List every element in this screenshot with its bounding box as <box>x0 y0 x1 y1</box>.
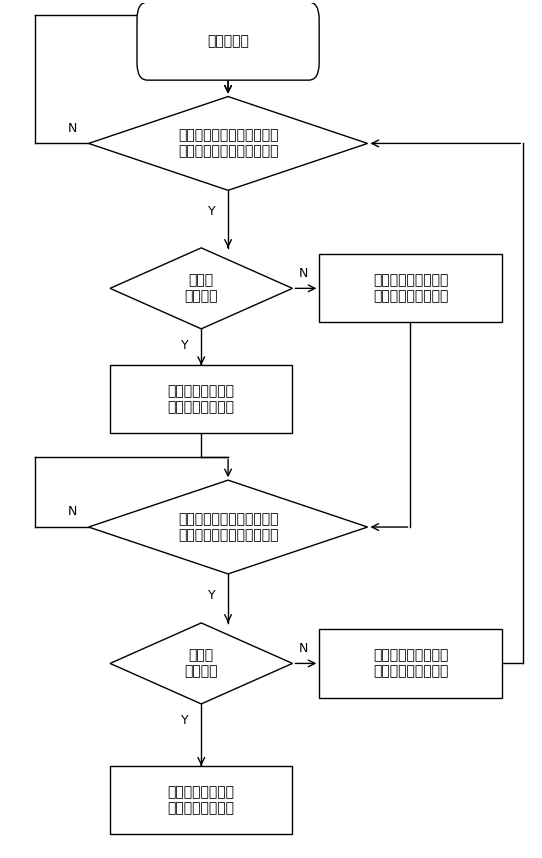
Text: Y: Y <box>208 589 216 601</box>
Text: 发动机
功率减小: 发动机 功率减小 <box>184 649 218 679</box>
Polygon shape <box>110 248 293 329</box>
Text: N: N <box>68 505 77 518</box>
Text: N: N <box>299 642 308 655</box>
Text: 保持电磁风扇离合器
吸合温度设定値不变: 保持电磁风扇离合器 吸合温度设定値不变 <box>373 273 448 304</box>
FancyBboxPatch shape <box>110 765 293 834</box>
Text: 降低电磁风扇离合
器吸合温度设定値: 降低电磁风扇离合 器吸合温度设定値 <box>168 384 235 414</box>
FancyBboxPatch shape <box>319 254 502 323</box>
Text: 保持电磁风扇离合器
断开温度设定値不变: 保持电磁风扇离合器 断开温度设定値不变 <box>373 649 448 679</box>
Polygon shape <box>88 480 367 574</box>
FancyBboxPatch shape <box>319 629 502 698</box>
Polygon shape <box>88 97 367 190</box>
Text: Y: Y <box>182 340 189 353</box>
Text: N: N <box>68 122 77 135</box>
Text: Y: Y <box>182 715 189 728</box>
FancyBboxPatch shape <box>137 2 319 80</box>
Text: 发动机冷却液温度降至电磁
风扇离合器吸合温度设定値: 发动机冷却液温度降至电磁 风扇离合器吸合温度设定値 <box>178 512 279 542</box>
Polygon shape <box>110 623 293 704</box>
FancyBboxPatch shape <box>110 365 293 433</box>
Text: 提高电磁风扇离合
器断开温度设定値: 提高电磁风扇离合 器断开温度设定値 <box>168 785 235 815</box>
Text: N: N <box>299 267 308 280</box>
Text: 发动机冷却液温度升至电磁
风扇离合器断开温度设定値: 发动机冷却液温度升至电磁 风扇离合器断开温度设定値 <box>178 129 279 159</box>
Text: 发动机
功率增加: 发动机 功率增加 <box>184 273 218 304</box>
Text: Y: Y <box>208 205 216 218</box>
Text: 发动机启动: 发动机启动 <box>207 34 249 48</box>
